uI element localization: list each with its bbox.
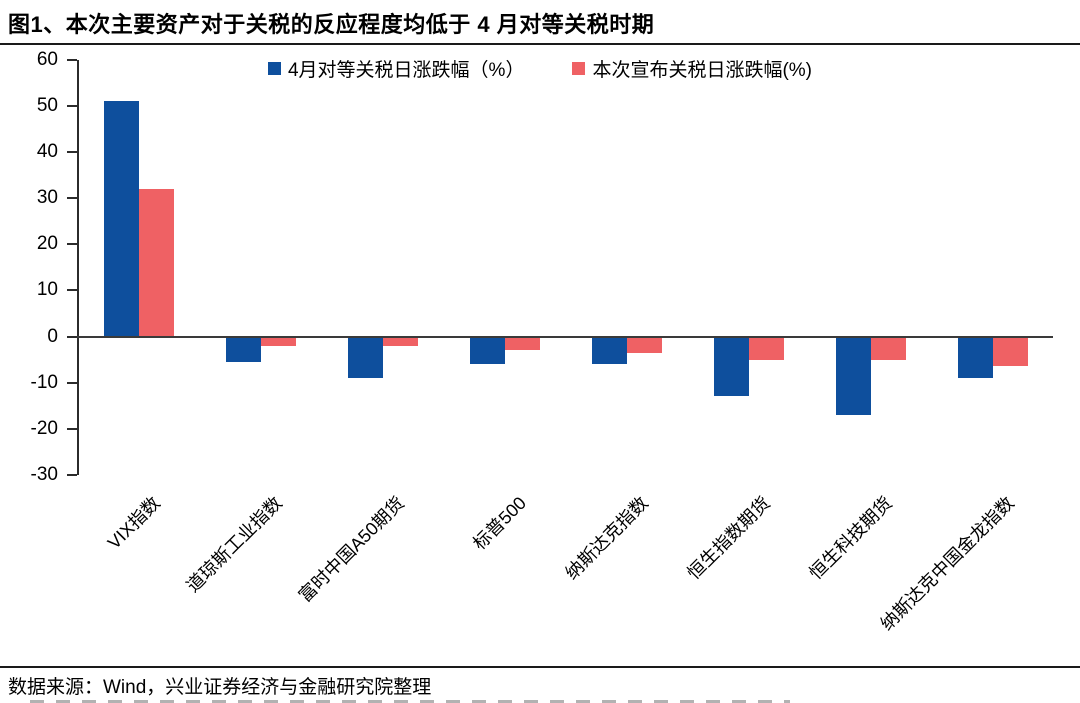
bar-current-8 (993, 336, 1028, 367)
y-axis-tick-label: 30 (36, 187, 58, 209)
zero-baseline (77, 335, 1053, 338)
bar-april-3 (348, 336, 383, 378)
cropped-text-artifact (30, 700, 790, 703)
footer-divider-line (0, 666, 1080, 668)
legend-item-april: 4月对等关税日涨跌幅（%） (267, 55, 525, 82)
y-axis-tick-label: 60 (36, 48, 58, 70)
bar-current-6 (749, 336, 784, 360)
bar-april-7 (836, 336, 871, 415)
x-axis-category-label: 纳斯达克中国金龙指数 (876, 492, 1018, 635)
y-axis-tick (67, 243, 77, 246)
y-axis-tick (67, 335, 77, 338)
x-axis-category-label: VIX指数 (103, 492, 164, 553)
x-axis-category-label: 恒生科技期货 (805, 492, 896, 584)
chart-legend: 4月对等关税日涨跌幅（%） 本次宣布关税日涨跌幅(%) (0, 55, 1080, 82)
x-axis-category-label: 富时中国A50期货 (294, 492, 408, 606)
x-axis-category-label: 纳斯达克指数 (561, 492, 652, 584)
data-source-note: 数据来源：Wind，兴业证券经济与金融研究院整理 (8, 677, 432, 698)
y-axis-line (77, 59, 79, 475)
y-axis-tick (67, 289, 77, 292)
y-axis-tick-label: 40 (36, 141, 58, 163)
bar-april-1 (104, 101, 139, 337)
bar-current-1 (139, 188, 174, 337)
y-axis-tick-label: -30 (30, 463, 58, 485)
y-axis-tick (67, 151, 77, 154)
title-divider-line (0, 43, 1080, 45)
bar-april-2 (226, 336, 261, 362)
y-axis-tick-label: 50 (36, 94, 58, 116)
bar-april-4 (470, 336, 505, 365)
legend-item-current: 本次宣布关税日涨跌幅(%) (572, 55, 812, 82)
y-axis-tick-label: 0 (47, 325, 58, 347)
bar-current-7 (871, 336, 906, 360)
bar-april-5 (592, 336, 627, 365)
bar-current-5 (627, 336, 662, 353)
x-axis-category-label: 恒生指数期货 (683, 492, 774, 584)
y-axis-tick-label: -20 (30, 417, 58, 439)
x-axis-category-label: 标普500 (469, 492, 530, 554)
y-axis-tick-label: 10 (36, 279, 58, 301)
y-axis-tick (67, 427, 77, 430)
legend-swatch-icon (572, 62, 586, 75)
y-axis-tick (67, 381, 77, 384)
y-axis-tick (67, 473, 77, 476)
bar-april-8 (958, 336, 993, 378)
legend-label: 4月对等关税日涨跌幅（%） (287, 60, 525, 81)
y-axis-tick (67, 58, 77, 61)
figure-title: 图1、本次主要资产对于关税的反应程度均低于 4 月对等关税时期 (8, 12, 655, 37)
y-axis-tick (67, 104, 77, 107)
y-axis-tick-label: 20 (36, 233, 58, 255)
legend-label: 本次宣布关税日涨跌幅(%) (592, 60, 813, 81)
legend-swatch-icon (267, 62, 281, 75)
y-axis-tick-label: -10 (30, 371, 58, 393)
bar-current-2 (261, 336, 296, 346)
bar-april-6 (714, 336, 749, 397)
x-axis-category-label: 道琼斯工业指数 (182, 492, 286, 597)
bar-current-4 (505, 336, 540, 351)
bar-current-3 (383, 336, 418, 346)
y-axis-tick (67, 197, 77, 200)
